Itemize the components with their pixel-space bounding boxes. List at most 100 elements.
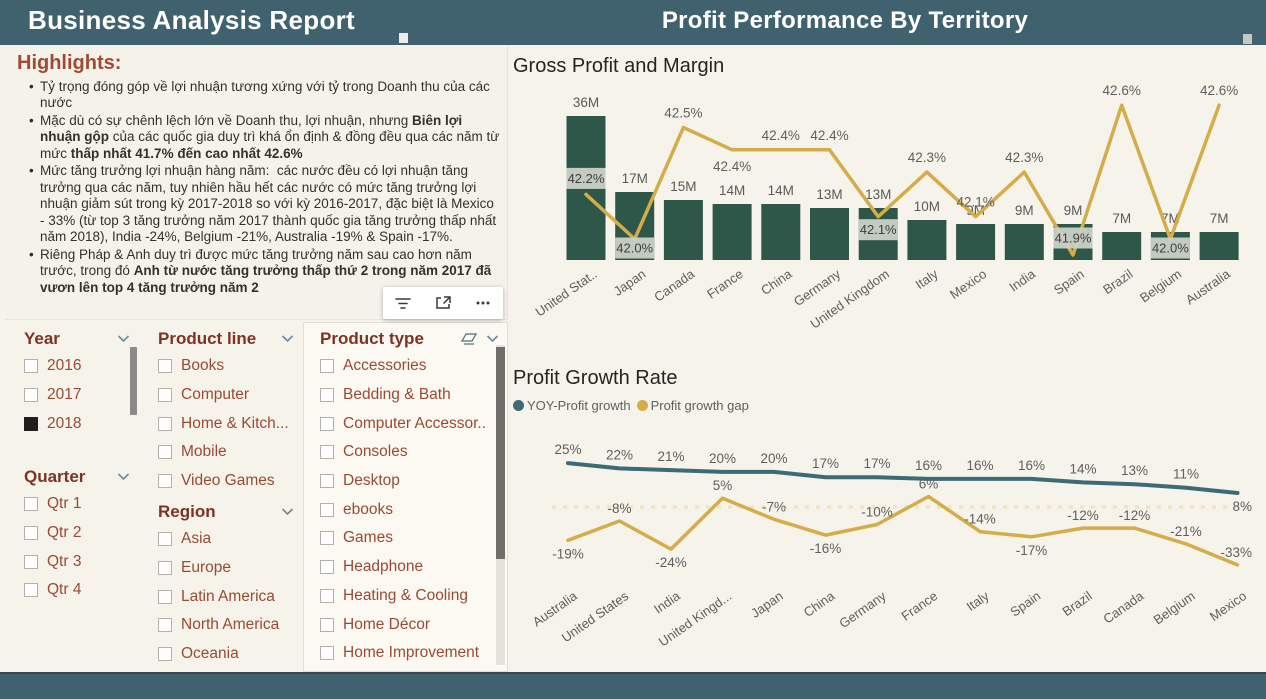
focus-mode-icon[interactable] [426,289,460,317]
bar-spain[interactable] [1053,224,1093,260]
yoy-profit-growth-line[interactable] [566,461,1240,495]
slicer-item-2017[interactable]: 2017 [24,381,138,410]
bar-australia[interactable] [1199,232,1239,260]
slicer-item-ebooks[interactable]: ebooks [320,495,507,524]
checkbox[interactable] [24,526,38,541]
eraser-icon[interactable] [461,332,478,346]
checkbox[interactable] [320,388,334,403]
chevron-down-icon[interactable] [281,508,294,516]
checkbox[interactable] [158,388,172,403]
slicer-item-games[interactable]: Games [320,524,507,553]
slicer-product-type: Product type Accessories Bedding & Bath Com… [303,322,508,672]
slicer-item-computer-accessor-[interactable]: Computer Accessor.. [320,409,507,438]
scrollbar-thumb[interactable] [496,347,505,559]
bar-china[interactable] [761,204,801,260]
more-options-icon[interactable] [466,289,500,317]
slicer-item-mobile[interactable]: Mobile [158,438,302,467]
margin-label: 42.6% [1200,83,1238,98]
checkbox[interactable] [158,589,172,604]
checkbox[interactable] [320,560,334,575]
resize-handle[interactable] [1243,34,1252,44]
checkbox[interactable] [24,497,38,512]
bar-value-label: 9M [1015,203,1034,218]
checkbox[interactable] [320,445,334,460]
checkbox[interactable] [24,388,38,403]
chevron-down-icon[interactable] [486,335,499,343]
slicer-item-2018[interactable]: 2018 [24,409,138,438]
legend-item-gap[interactable]: Profit growth gap [636,398,749,413]
slicer-item-qtr-4[interactable]: Qtr 4 [24,576,138,605]
checkbox[interactable] [320,531,334,546]
bar-mexico[interactable] [956,224,996,260]
slicer-item-accessories[interactable]: Accessories [320,352,507,381]
scrollbar-thumb[interactable] [130,347,137,415]
bar-brazil[interactable] [1102,232,1142,260]
slicer-item-heating-cooling[interactable]: Heating & Cooling [320,582,507,611]
bar-united-kingdom[interactable] [858,208,898,260]
scrollbar-track[interactable] [496,345,505,665]
slicer-item-headphone[interactable]: Headphone [320,553,507,582]
resize-handle[interactable] [399,33,408,43]
slicer-item-computer[interactable]: Computer [158,381,302,410]
growth-gap-label: -8% [607,501,631,516]
checkbox[interactable] [320,502,334,517]
checkbox[interactable] [320,416,334,431]
profit-growth-gap-line[interactable] [566,494,1240,567]
checkbox[interactable] [320,474,334,489]
slicer-item-qtr-1[interactable]: Qtr 1 [24,490,138,519]
checkbox[interactable] [158,359,172,374]
bar-italy[interactable] [907,220,947,260]
chevron-down-icon[interactable] [117,335,130,343]
checkbox[interactable] [158,532,172,547]
checkbox[interactable] [24,554,38,569]
highlights-panel: Highlights: Tỷ trọng đóng góp về lợi nhu… [5,45,508,320]
slicer-item-qtr-3[interactable]: Qtr 3 [24,547,138,576]
bar-united-stat-[interactable] [566,116,606,260]
slicer-item-home-improvement[interactable]: Home Improvement [320,639,507,668]
checkbox[interactable] [158,416,172,431]
checkbox[interactable] [320,617,334,632]
slicer-item-oceania[interactable]: Oceania [158,640,302,669]
bar-value-label: 9M [1064,203,1083,218]
checkbox[interactable] [158,474,172,489]
checkbox[interactable] [320,588,334,603]
margin-line[interactable] [584,103,1221,257]
checkbox[interactable] [24,583,38,598]
chevron-down-icon[interactable] [117,473,130,481]
checkbox[interactable] [320,646,334,661]
slicer-item-2016[interactable]: 2016 [24,352,138,381]
x-axis-label: Canada [1100,588,1147,627]
bar-germany[interactable] [810,208,849,260]
margin-band [858,219,898,241]
slicer-item-books[interactable]: Books [158,352,302,381]
bar-france[interactable] [712,204,752,260]
legend-item-yoy[interactable]: YOY-Profit growth [513,398,631,413]
checkbox[interactable] [158,618,172,633]
slicer-item-video-games[interactable]: Video Games [158,467,302,495]
bar-canada[interactable] [663,200,703,260]
slicer-item-bedding-bath[interactable]: Bedding & Bath [320,381,507,410]
checkbox[interactable] [158,647,172,662]
margin-label: 42.3% [1005,150,1043,165]
checkbox[interactable] [158,561,172,576]
slicer-item-home-d-cor[interactable]: Home Décor [320,610,507,639]
checkbox[interactable] [24,359,38,374]
page-title-right: Profit Performance By Territory [661,7,1029,34]
slicer-item-home-kitch-[interactable]: Home & Kitch... [158,409,302,438]
checkbox[interactable] [158,445,172,460]
checkbox[interactable] [320,359,334,374]
filter-icon[interactable] [386,289,420,317]
slicer-item-consoles[interactable]: Consoles [320,438,507,467]
slicer-item-latin-america[interactable]: Latin America [158,582,302,611]
bar-japan[interactable] [615,192,655,260]
bar-india[interactable] [1004,224,1044,260]
slicer-title-year: Year [24,329,60,348]
slicer-item-north-america[interactable]: North America [158,611,302,640]
slicer-item-europe[interactable]: Europe [158,554,302,583]
checkbox-checked[interactable] [24,416,38,431]
slicer-item-qtr-2[interactable]: Qtr 2 [24,519,138,548]
slicer-item-asia[interactable]: Asia [158,525,302,554]
chevron-down-icon[interactable] [281,335,294,343]
bar-belgium[interactable] [1150,232,1190,260]
slicer-item-desktop[interactable]: Desktop [320,467,507,496]
